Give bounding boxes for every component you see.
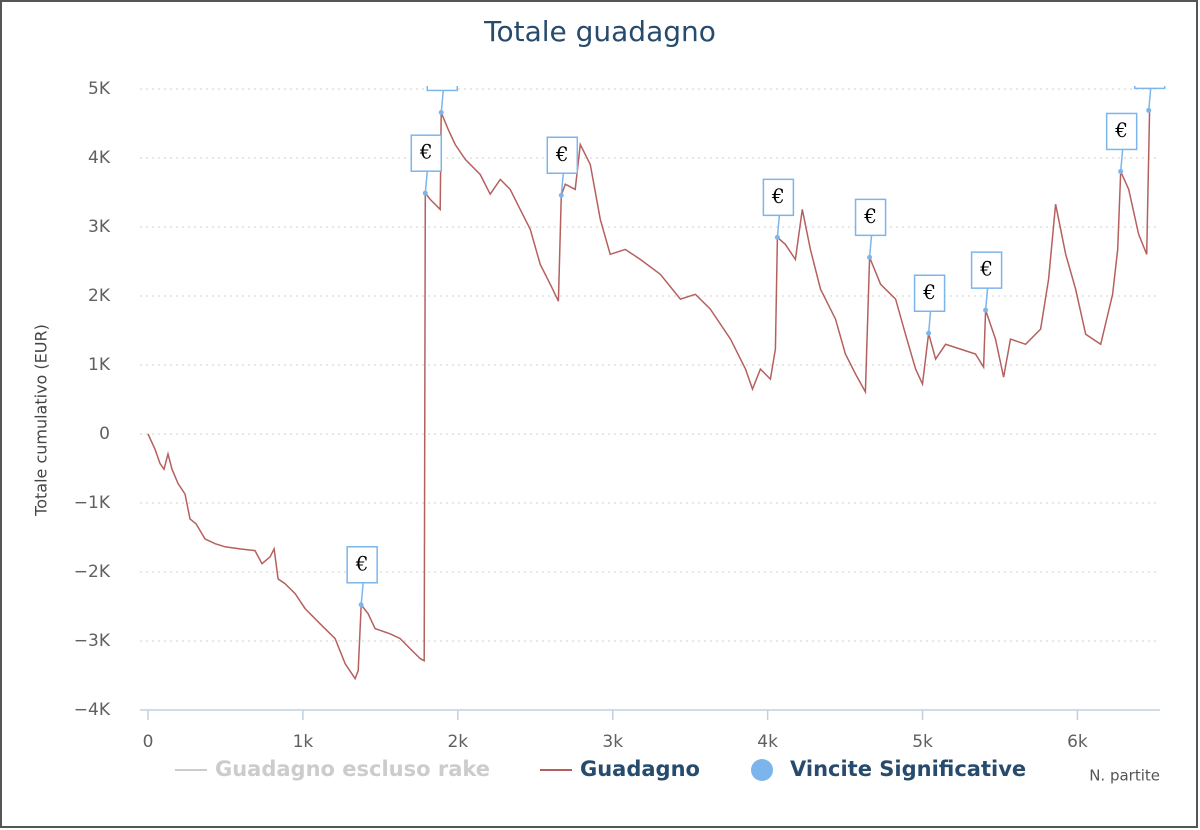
flag-box — [854, 198, 887, 237]
flag-connector — [1119, 149, 1124, 172]
flag-label: € — [979, 257, 993, 281]
legend-label[interactable]: Guadagno escluso rake — [215, 757, 490, 781]
flag-point — [438, 109, 444, 115]
flag-connector — [868, 235, 873, 258]
legend-label[interactable]: Vincite Significative — [790, 757, 1026, 781]
flag-box — [762, 178, 795, 217]
flag-label: € — [1114, 118, 1128, 142]
y-tick-label: −3K — [74, 631, 111, 651]
flag-point — [867, 254, 873, 260]
legend-symbol[interactable] — [751, 759, 773, 781]
x-tick-label: 4k — [757, 732, 778, 752]
flag-connector — [360, 582, 364, 605]
flag-connector — [984, 288, 989, 311]
x-tick-label: 6k — [1067, 732, 1088, 752]
flag-connector — [424, 171, 429, 194]
y-tick-label: −1K — [74, 493, 111, 513]
y-tick-label: 5K — [88, 79, 111, 99]
x-tick-label: 0 — [143, 732, 154, 752]
y-tick-label: 3K — [88, 217, 111, 237]
chart-title: Totale guadagno — [483, 15, 716, 48]
flag-connector — [776, 215, 781, 238]
x-axis-title: N. partite — [1089, 767, 1160, 785]
x-tick-label: 5k — [912, 732, 933, 752]
y-tick-label: 2K — [88, 286, 111, 306]
flag-label: € — [555, 142, 569, 166]
y-tick-label: 1K — [88, 355, 111, 375]
x-tick-label: 3k — [602, 732, 623, 752]
flag-point — [1146, 107, 1152, 113]
x-tick-label: 1k — [293, 732, 314, 752]
flag-point — [422, 190, 428, 196]
flag-label: € — [771, 184, 785, 208]
flag-point — [358, 602, 364, 608]
flag-point — [774, 234, 780, 240]
flag-label: € — [922, 280, 936, 304]
flag-connector — [927, 311, 932, 334]
flag-point — [558, 192, 564, 198]
flag-connector — [440, 90, 444, 113]
flag-box — [970, 251, 1003, 289]
y-tick-label: 4K — [88, 148, 111, 168]
flag-box — [1133, 86, 1166, 90]
flag-label: € — [863, 204, 877, 228]
flag-box — [1105, 112, 1138, 151]
flag-point — [1118, 168, 1124, 174]
flag-connector — [560, 173, 565, 196]
flag-point — [926, 330, 932, 336]
flag-connector — [1147, 88, 1152, 111]
y-axis-title: Totale cumulativo (EUR) — [32, 324, 51, 517]
y-tick-label: −2K — [74, 562, 111, 582]
y-tick-label: 0 — [99, 424, 110, 444]
flag-box — [410, 134, 443, 172]
flag-label: € — [355, 551, 369, 575]
flag-box — [546, 136, 579, 175]
line — [147, 109, 1151, 681]
x-tick-label: 2k — [447, 732, 468, 752]
plot-area: €€€€€€€€€€ — [147, 86, 1166, 681]
flag-box — [346, 546, 378, 584]
legend-label[interactable]: Guadagno — [580, 757, 700, 781]
flag-box — [913, 274, 946, 313]
flag-label: € — [419, 140, 433, 164]
y-tick-label: −4K — [74, 700, 111, 720]
flag-box — [426, 86, 458, 92]
flag-point — [983, 307, 989, 313]
